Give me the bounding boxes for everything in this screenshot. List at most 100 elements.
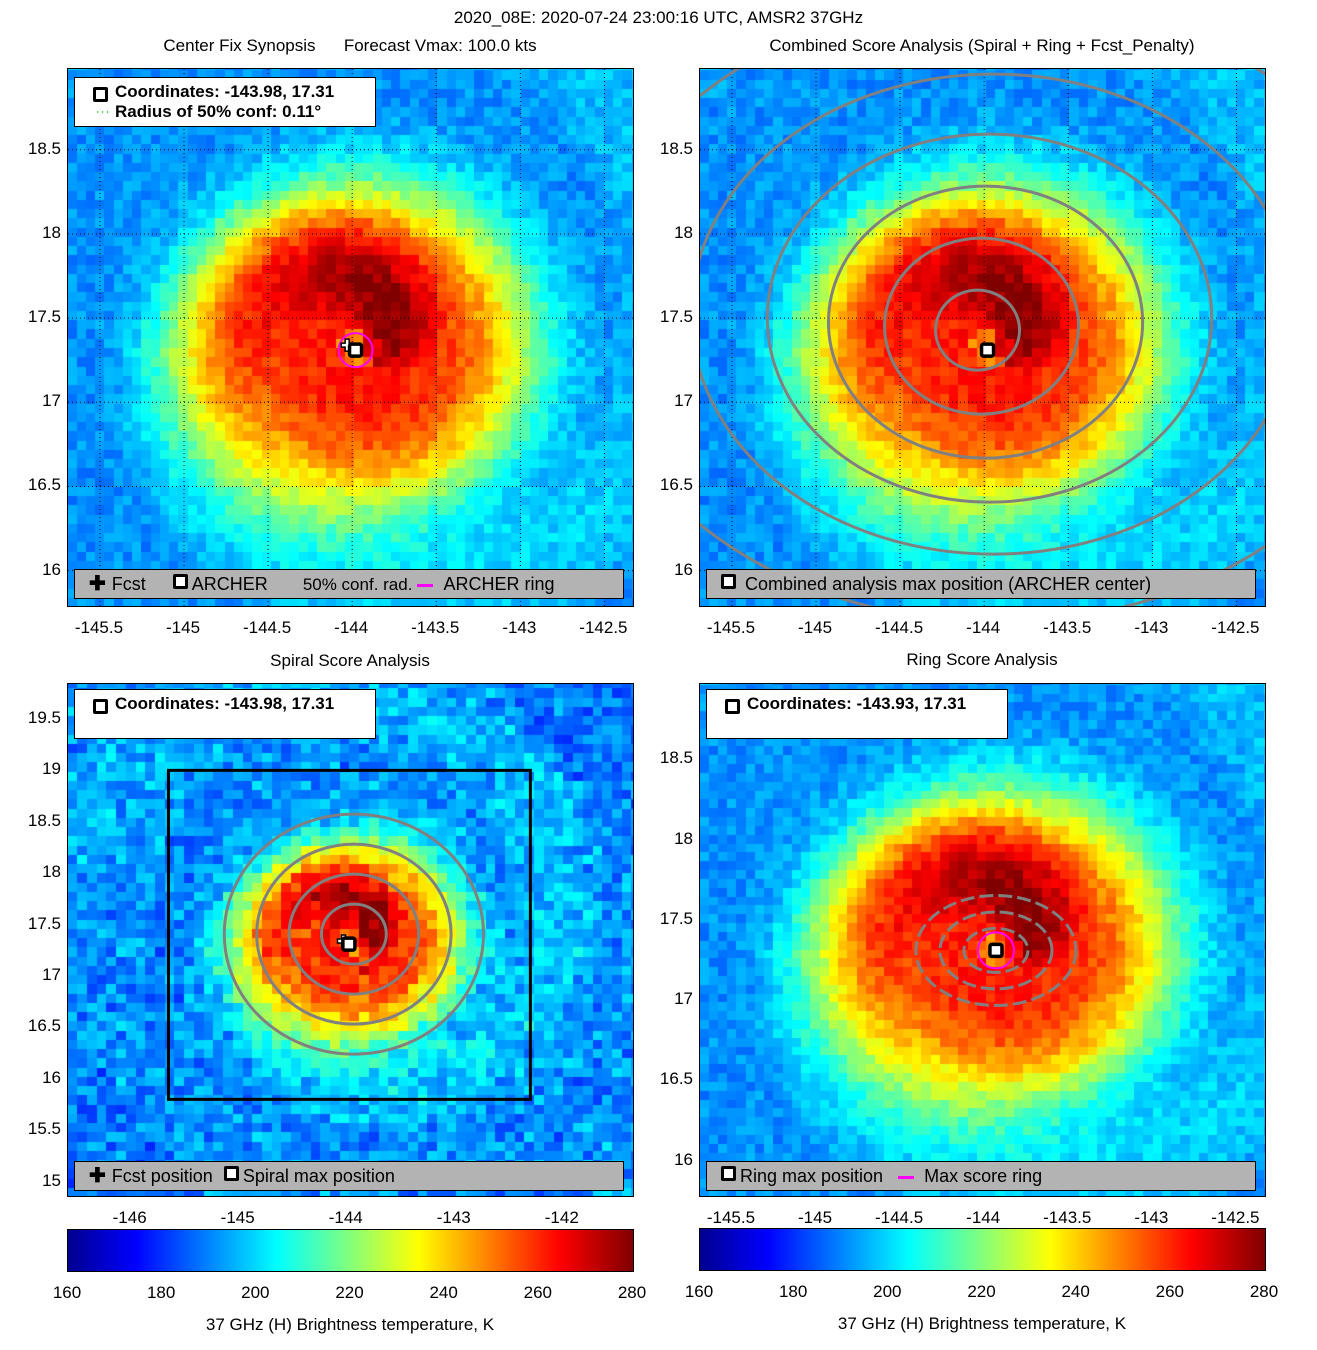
ring-line-icon <box>898 1175 915 1179</box>
colorbar-tick-label: 240 <box>1061 1282 1090 1301</box>
y-tick-label: 18.5 <box>659 748 693 768</box>
center-square-icon <box>988 942 1004 959</box>
legend: ✚ Fcst ARCHER 50% conf. rad. ARCHER ring <box>74 569 624 599</box>
y-tick-label: 18 <box>674 222 693 242</box>
y-tick-label: 16.5 <box>27 1016 61 1036</box>
y-tick-label: 18.5 <box>27 810 61 830</box>
y-tick-label: 18 <box>674 828 693 848</box>
center-square-icon <box>347 342 364 358</box>
score-contour <box>319 902 388 966</box>
score-contour <box>222 812 485 1056</box>
score-contour <box>765 132 1214 504</box>
legend-fcst: Fcst <box>111 574 146 594</box>
x-tick-label: -142.5 <box>1211 618 1260 637</box>
ring-line-icon <box>417 583 434 587</box>
colorbar-tick-label: 280 <box>617 1283 647 1302</box>
colorbar-label-left: 37 GHz (H) Brightness temperature, K <box>205 1315 495 1334</box>
title-ring: Ring Score Analysis <box>906 650 1058 669</box>
title-center-fix: Center Fix Synopsis Forecast Vmax: 100.0… <box>163 36 537 55</box>
colorbar-label-right: 37 GHz (H) Brightness temperature, K <box>837 1314 1127 1333</box>
spiral-square-icon <box>223 1166 239 1181</box>
score-contour <box>962 926 1030 974</box>
ring-square-icon <box>725 699 740 714</box>
x-tick-label: -145.5 <box>74 618 124 637</box>
y-tick-label: 16 <box>674 559 693 579</box>
ring-plot: Coordinates: -143.93, 17.31 Ring max pos… <box>699 683 1266 1197</box>
info-box: Coordinates: -143.93, 17.31 <box>706 689 1008 739</box>
analysis-box <box>166 768 532 1101</box>
y-tick-label: 15.5 <box>27 1119 61 1139</box>
y-tick-label: 17.5 <box>27 913 61 933</box>
coordinates-text: Coordinates: -143.98, 17.31 <box>115 82 335 101</box>
score-contour <box>938 910 1054 991</box>
legend: Ring max position Max score ring <box>706 1161 1256 1191</box>
x-tick-label: -144.5 <box>242 618 292 637</box>
y-tick-label: 18.5 <box>27 138 61 158</box>
colorbar-tick-label: 220 <box>335 1283 364 1302</box>
y-tick-label: 16.5 <box>659 1069 693 1089</box>
x-tick-label: -143 <box>1134 1208 1169 1227</box>
score-contour <box>883 236 1081 416</box>
title-combined: Combined Score Analysis (Spiral + Ring +… <box>769 36 1195 55</box>
archer-square-icon <box>172 574 188 589</box>
colorbar-left <box>67 1229 634 1272</box>
y-tick-label: 17.5 <box>27 307 61 327</box>
x-tick-label: -144.5 <box>874 1208 924 1227</box>
colorbar-tick-label: 260 <box>523 1283 553 1302</box>
y-tick-label: 18 <box>42 862 61 882</box>
y-tick-label: 19.5 <box>27 707 61 727</box>
y-tick-label: 17.5 <box>659 908 693 928</box>
spiral-square-icon <box>93 699 108 714</box>
x-tick-label: -143.5 <box>1043 1208 1092 1227</box>
legend-archer: ARCHER <box>191 574 268 594</box>
legend: Combined analysis max position (ARCHER c… <box>706 569 1256 599</box>
archer-square-icon <box>93 87 108 102</box>
x-tick-label: -143.5 <box>411 618 460 637</box>
y-tick-label: 17.5 <box>659 307 693 327</box>
y-tick-label: 16 <box>42 1067 61 1087</box>
x-tick-label: -143 <box>1134 618 1169 637</box>
colorbar-tick-label: 240 <box>429 1283 458 1302</box>
y-tick-label: 18 <box>42 222 61 242</box>
y-tick-label: 16 <box>674 1149 693 1169</box>
conf-radius-icon: ' ' ' <box>97 110 109 121</box>
x-tick-label: -144.5 <box>874 618 924 637</box>
title-spiral: Spiral Score Analysis <box>270 651 430 670</box>
legend-fcst: Fcst position <box>111 1166 213 1186</box>
coordinates-text: Coordinates: -143.98, 17.31 <box>115 694 335 713</box>
y-tick-label: 15 <box>42 1170 61 1190</box>
y-tick-label: 16 <box>42 559 61 579</box>
colorbar-tick-label: 180 <box>778 1282 808 1301</box>
colorbar-tick-label: 160 <box>52 1283 82 1302</box>
info-box: Coordinates: -143.98, 17.31 <box>74 689 376 739</box>
x-tick-label: -143 <box>436 1208 471 1227</box>
fcst-plus-icon: ✚ <box>89 573 106 595</box>
fcst-plus-icon: ✚ <box>89 1165 106 1187</box>
center-square-icon <box>979 342 996 358</box>
x-tick-label: -145.5 <box>706 1208 756 1227</box>
x-tick-label: -142.5 <box>579 618 628 637</box>
x-tick-label: -143.5 <box>1043 618 1092 637</box>
y-tick-label: 19 <box>42 759 61 779</box>
colorbar-tick-label: 200 <box>241 1283 270 1302</box>
legend-combined: Combined analysis max position (ARCHER c… <box>745 574 1152 594</box>
center-square-icon <box>341 936 357 952</box>
archer-ring <box>976 931 1015 970</box>
legend-ring-max: Ring max position <box>740 1166 884 1186</box>
archer-ring <box>337 332 374 369</box>
spiral-plot: Coordinates: -143.98, 17.31 ✚ Fcst positi… <box>67 683 634 1197</box>
score-contour <box>826 184 1145 460</box>
x-tick-label: -144 <box>334 618 369 637</box>
legend-conf: 50% conf. rad. <box>302 575 413 594</box>
archer-square-icon <box>721 574 736 589</box>
x-tick-label: -145 <box>798 618 833 637</box>
y-tick-label: 17 <box>674 391 693 411</box>
colorbar-tick-label: 200 <box>873 1282 902 1301</box>
colorbar-right <box>699 1228 1266 1271</box>
x-tick-label: -145 <box>220 1208 255 1227</box>
legend: ✚ Fcst position Spiral max position <box>74 1161 624 1191</box>
x-tick-label: -145.5 <box>706 618 756 637</box>
coordinates-text: Coordinates: -143.93, 17.31 <box>747 694 967 713</box>
legend-max-ring: Max score ring <box>924 1166 1043 1186</box>
